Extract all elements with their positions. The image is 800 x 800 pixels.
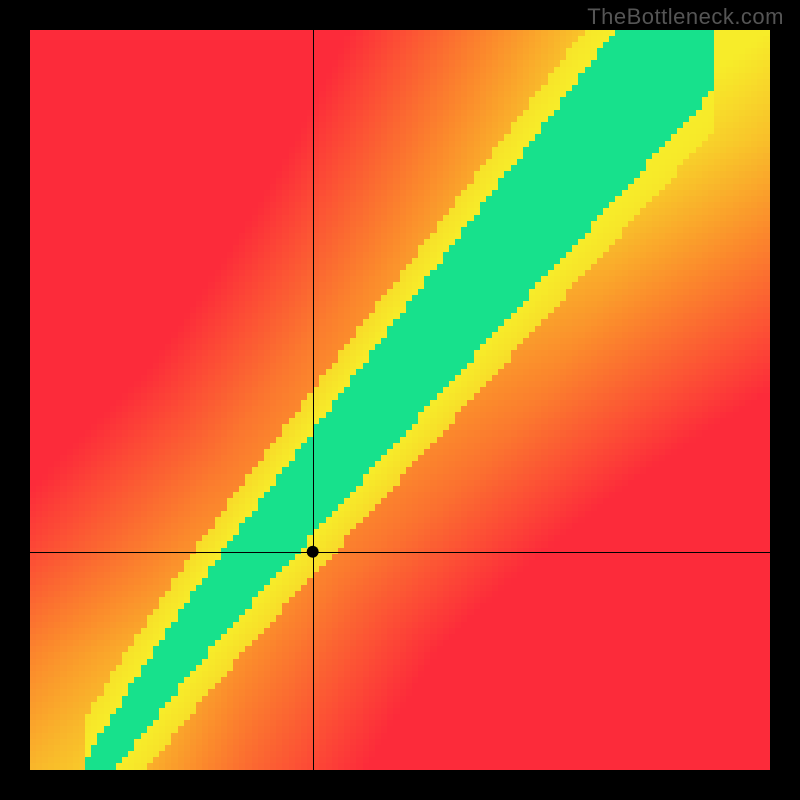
watermark-text: TheBottleneck.com (587, 4, 784, 30)
chart-container: TheBottleneck.com (0, 0, 800, 800)
bottleneck-heatmap (30, 30, 770, 770)
